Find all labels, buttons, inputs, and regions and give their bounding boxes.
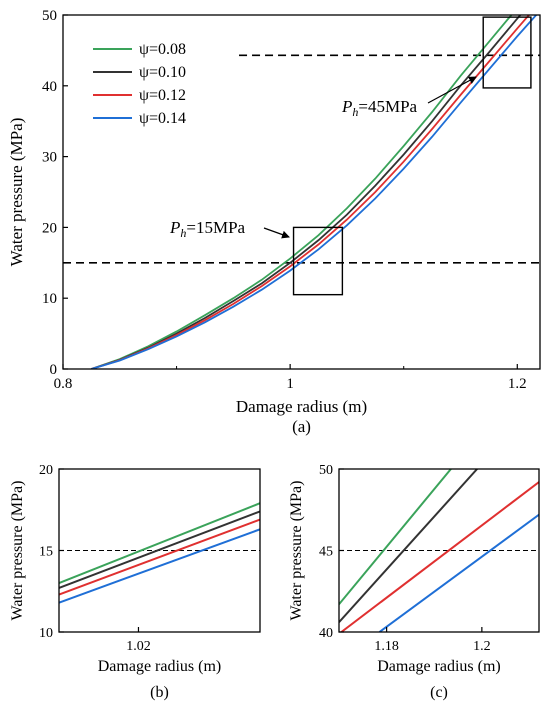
y-tick-label: 0	[50, 362, 58, 378]
series-group	[339, 469, 539, 632]
x-tick-label: 0.8	[54, 376, 73, 392]
x-axis-label: Damage radius (m)	[377, 658, 501, 675]
x-tick-label: 1	[286, 376, 294, 392]
y-tick-label: 50	[319, 463, 333, 478]
series-line-2	[59, 510, 260, 589]
y-tick-label: 10	[39, 626, 53, 641]
x-tick-label: 1.2	[508, 376, 527, 392]
annotation-text: =15MPa	[186, 218, 245, 237]
x-axis-label: Damage radius (m)	[98, 658, 222, 675]
legend-label: ψ=0.08	[139, 41, 186, 58]
y-tick-label: 15	[39, 545, 53, 560]
y-axis-label: Water pressure (MPa)	[288, 481, 305, 621]
series-line-3	[59, 518, 260, 596]
annotation-symbol: P	[169, 218, 180, 237]
panel-caption: (c)	[430, 684, 448, 701]
legend-label: ψ=0.10	[139, 64, 186, 81]
y-tick-label: 45	[319, 545, 333, 560]
series-line-1	[339, 469, 452, 605]
x-tick-label: 1.18	[374, 639, 399, 654]
y-tick-label: 30	[42, 150, 57, 166]
series-line-1	[91, 15, 513, 369]
x-axis-label: Damage radius (m)	[236, 397, 367, 416]
x-tick-label: 1.2	[473, 639, 491, 654]
annotation-text: =45MPa	[358, 97, 417, 116]
annotation-ph-15: Ph=15MPa	[169, 218, 246, 240]
legend-label: ψ=0.14	[139, 110, 186, 127]
y-tick-label: 20	[39, 463, 53, 478]
x-tick-label: 1.02	[126, 639, 151, 654]
series-line-4	[378, 513, 539, 632]
series-line-3	[91, 15, 531, 369]
y-axis-label: Water pressure (MPa)	[9, 481, 26, 621]
panel-b: 1.02 10 15 20 Damage radius (m) Water pressur…	[9, 463, 261, 701]
series-line-2	[339, 469, 478, 623]
legend: ψ=0.08 ψ=0.10 ψ=0.12 ψ=0.14	[93, 41, 186, 127]
series-line-1	[59, 502, 260, 585]
annotation-arrow	[427, 76, 477, 104]
panel-c: 1.18 1.2 40 45 50 Damage radius (m) Water pres…	[288, 463, 540, 701]
y-tick-label: 40	[42, 79, 57, 95]
y-tick-label: 40	[319, 626, 333, 641]
legend-label: ψ=0.12	[139, 87, 186, 104]
y-axis-label: Water pressure (MPa)	[7, 118, 26, 267]
zoom-box	[482, 16, 532, 89]
y-tick-label: 20	[42, 220, 57, 236]
series-line-3	[340, 481, 539, 632]
series-line-4	[59, 528, 260, 604]
plot-frame	[62, 14, 541, 370]
y-tick-label: 50	[42, 8, 57, 24]
series-line-4	[91, 15, 538, 369]
annotation-subscript: h	[352, 105, 358, 119]
zoom-box	[292, 226, 344, 296]
series-group	[91, 15, 538, 369]
annotation-arrow	[263, 227, 290, 239]
panel-caption: (a)	[292, 417, 311, 436]
annotation-symbol: P	[341, 97, 352, 116]
series-group	[59, 502, 260, 604]
annotation-ph-45: Ph=45MPa	[341, 97, 418, 119]
series-line-2	[91, 15, 522, 369]
panel-a: 0.8 1 1.2 0 10 20 30 40 50 Damage radius (m) Water…	[7, 8, 541, 436]
y-tick-label: 10	[42, 291, 57, 307]
annotation-subscript: h	[180, 226, 186, 240]
panel-caption: (b)	[150, 684, 169, 701]
